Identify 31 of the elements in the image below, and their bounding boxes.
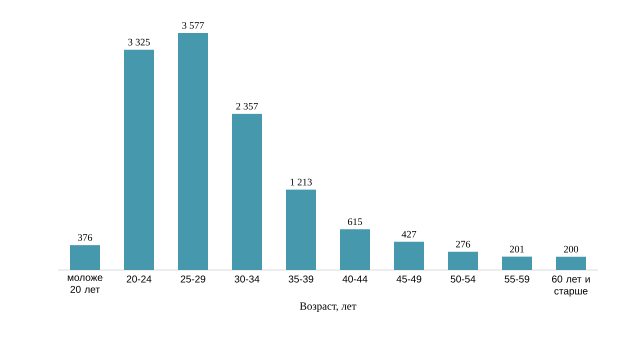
bar bbox=[232, 114, 262, 270]
data-label: 276 bbox=[456, 240, 470, 248]
data-label: 427 bbox=[402, 230, 416, 238]
data-label: 1 213 bbox=[290, 178, 312, 186]
x-tick-label: 50-54 bbox=[450, 276, 476, 283]
x-tick-label: 25-29 bbox=[180, 276, 206, 283]
bar bbox=[340, 229, 370, 270]
x-tick-label: 60 лет и старше bbox=[552, 276, 590, 296]
data-label: 615 bbox=[348, 218, 362, 226]
bar bbox=[124, 50, 154, 270]
data-label: 376 bbox=[78, 234, 92, 241]
x-tick-label: 20-24 bbox=[126, 276, 152, 283]
bar bbox=[178, 32, 208, 270]
bar bbox=[286, 190, 316, 270]
data-label: 2 357 bbox=[236, 102, 258, 110]
x-tick-label: моложе 20 лет bbox=[68, 276, 102, 293]
x-tick-label: 35-39 bbox=[288, 276, 314, 283]
data-label: 200 bbox=[564, 246, 578, 253]
x-tick-label: 55-59 bbox=[504, 276, 530, 283]
bar bbox=[394, 242, 424, 270]
x-axis-title: Возраст, лет bbox=[300, 302, 356, 312]
bar bbox=[448, 252, 478, 270]
x-tick-label: 30-34 bbox=[234, 276, 260, 283]
x-tick-label: 45-49 bbox=[396, 276, 422, 283]
data-label: 201 bbox=[510, 246, 524, 252]
x-tick-label: 40-44 bbox=[342, 276, 368, 283]
data-label: 3 325 bbox=[128, 38, 150, 46]
data-label: 3 577 bbox=[182, 22, 204, 29]
bar bbox=[70, 245, 100, 270]
bar bbox=[502, 256, 532, 270]
bar bbox=[556, 256, 586, 270]
